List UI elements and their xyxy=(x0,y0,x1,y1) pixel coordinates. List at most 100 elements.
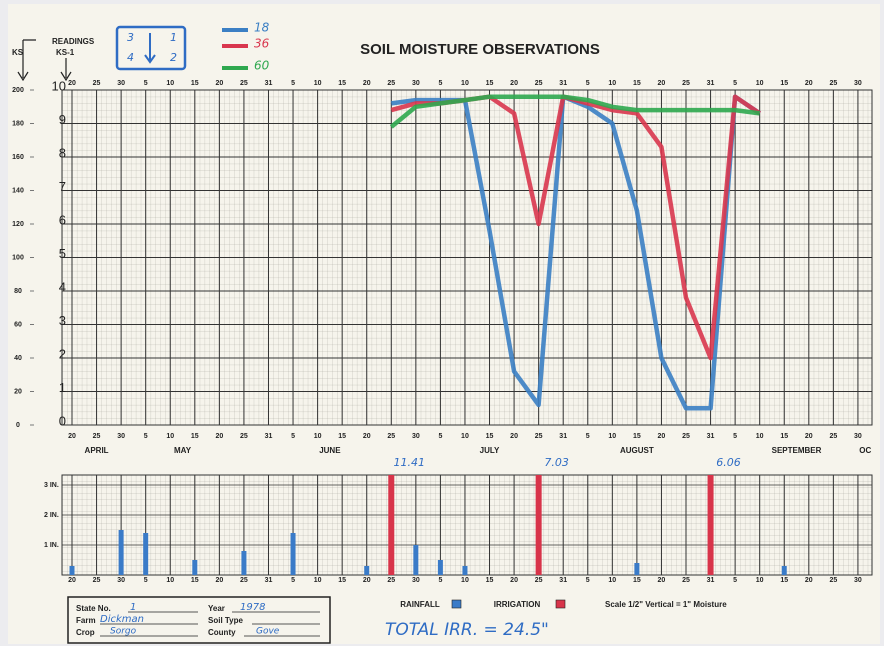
x-tick-label: 20 xyxy=(510,577,518,584)
form-label: County xyxy=(208,628,236,637)
x-tick-label: 25 xyxy=(240,433,248,440)
x-tick-label: 5 xyxy=(586,80,590,87)
x-tick-label: 31 xyxy=(707,80,715,87)
form-label: Farm xyxy=(76,616,96,625)
x-tick-label: 20 xyxy=(658,80,666,87)
y2-tick-label: 120 xyxy=(12,221,24,228)
x-tick-label: 5 xyxy=(733,433,737,440)
x-tick-label: 15 xyxy=(780,433,788,440)
x-tick-label: 30 xyxy=(117,80,125,87)
x-tick-label: 5 xyxy=(291,577,295,584)
legend-swatch xyxy=(556,600,565,608)
y-tick-label: 5 xyxy=(59,246,66,261)
legend-label: 36 xyxy=(254,37,270,51)
x-tick-label: 20 xyxy=(658,433,666,440)
x-tick-label: 25 xyxy=(535,433,543,440)
x-tick-label: 10 xyxy=(756,433,764,440)
x-tick-label: 31 xyxy=(559,80,567,87)
x-tick-label: 20 xyxy=(805,433,813,440)
x-tick-label: 5 xyxy=(144,433,148,440)
x-tick-label: 10 xyxy=(608,577,616,584)
month-label: OC xyxy=(859,446,871,455)
x-tick-label: 31 xyxy=(265,80,273,87)
x-tick-label: 31 xyxy=(707,433,715,440)
x-tick-label: 10 xyxy=(166,80,174,87)
x-tick-label: 5 xyxy=(733,577,737,584)
chart-title: SOIL MOISTURE OBSERVATIONS xyxy=(360,41,600,58)
x-tick-label: 15 xyxy=(633,577,641,584)
month-label: AUGUST xyxy=(620,446,654,455)
x-tick-label: 20 xyxy=(510,433,518,440)
legend-swatch xyxy=(452,600,461,608)
x-tick-label: 30 xyxy=(854,80,862,87)
y-tick-label: 4 xyxy=(59,279,66,294)
rain-bar xyxy=(438,560,443,575)
y2-tick-label: 20 xyxy=(14,388,22,395)
x-tick-label: 15 xyxy=(191,577,199,584)
y-tick-label: 3 IN. xyxy=(44,482,59,489)
x-tick-label: 10 xyxy=(756,577,764,584)
x-tick-label: 15 xyxy=(486,577,494,584)
y2-tick-label: 160 xyxy=(12,154,24,161)
x-tick-label: 10 xyxy=(756,80,764,87)
x-tick-label: 20 xyxy=(510,80,518,87)
x-tick-label: 25 xyxy=(829,433,837,440)
legend-label: 18 xyxy=(254,21,270,35)
rain-bar xyxy=(241,551,246,575)
x-tick-label: 20 xyxy=(363,577,371,584)
legend-label: 60 xyxy=(254,59,270,73)
form-label: State No. xyxy=(76,604,111,613)
x-tick-label: 25 xyxy=(829,577,837,584)
x-tick-label: 25 xyxy=(682,433,690,440)
x-tick-label: 5 xyxy=(438,433,442,440)
x-tick-label: 25 xyxy=(535,577,543,584)
x-tick-label: 10 xyxy=(608,80,616,87)
x-tick-label: 15 xyxy=(780,577,788,584)
y2-label: KS xyxy=(12,48,24,57)
form-value: Dickman xyxy=(100,614,144,625)
y2-tick-label: 80 xyxy=(14,288,22,295)
scale-note: Scale 1/2" Vertical = 1" Moisture xyxy=(605,600,727,609)
x-tick-label: 15 xyxy=(338,80,346,87)
y-tick-label: 8 xyxy=(59,145,66,160)
x-tick-label: 15 xyxy=(191,433,199,440)
x-tick-label: 31 xyxy=(559,433,567,440)
irrigation-label: 11.41 xyxy=(394,456,426,469)
x-tick-label: 15 xyxy=(633,433,641,440)
rain-bar xyxy=(634,563,639,575)
x-tick-label: 25 xyxy=(93,433,101,440)
y2-tick-label: 100 xyxy=(12,254,24,261)
legend-label: RAINFALL xyxy=(400,600,440,609)
y-tick-label: 9 xyxy=(59,112,66,127)
y-tick-label: 2 IN. xyxy=(44,512,59,519)
x-tick-label: 10 xyxy=(314,433,322,440)
x-tick-label: 15 xyxy=(780,80,788,87)
fine-grid xyxy=(62,475,872,575)
rain-bar xyxy=(413,545,418,575)
x-tick-label: 5 xyxy=(291,80,295,87)
x-tick-label: 20 xyxy=(363,80,371,87)
y-tick-label: 10 xyxy=(52,78,66,93)
month-label: MAY xyxy=(174,446,192,455)
x-tick-label: 25 xyxy=(240,577,248,584)
x-tick-label: 5 xyxy=(438,577,442,584)
x-tick-label: 15 xyxy=(486,433,494,440)
rain-bar xyxy=(192,560,197,575)
rain-bar xyxy=(70,566,75,575)
y-label: READINGS xyxy=(52,37,95,46)
y2-tick-label: 200 xyxy=(12,87,24,94)
x-tick-label: 10 xyxy=(461,433,469,440)
x-tick-label: 25 xyxy=(93,80,101,87)
page: 2020252530305510101515202025253131551010… xyxy=(0,0,884,646)
x-tick-label: 25 xyxy=(240,80,248,87)
x-tick-label: 25 xyxy=(535,80,543,87)
sensor-label: 3 xyxy=(127,31,134,44)
y2-tick-label: 180 xyxy=(12,120,24,127)
x-tick-label: 10 xyxy=(461,80,469,87)
irrigation-label: 6.06 xyxy=(716,456,741,469)
x-tick-label: 30 xyxy=(117,577,125,584)
month-label: APRIL xyxy=(85,446,109,455)
x-tick-label: 30 xyxy=(854,433,862,440)
y-tick-label: 2 xyxy=(59,346,66,361)
form-value: Gove xyxy=(256,627,280,637)
